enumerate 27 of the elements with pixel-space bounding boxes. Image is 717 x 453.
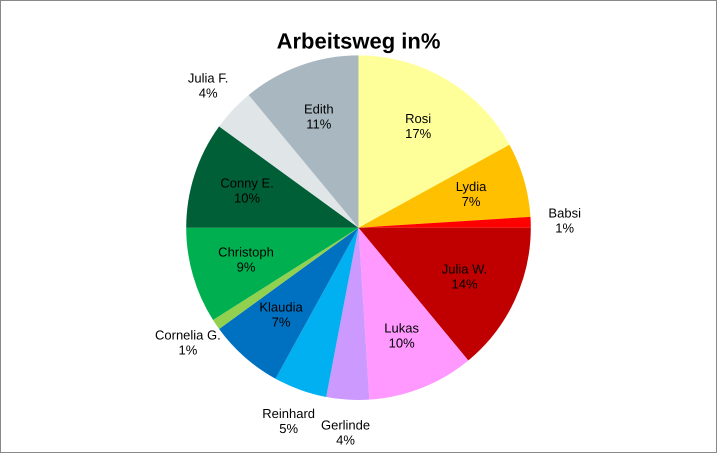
data-label: 4%: [336, 432, 356, 448]
data-label: 1%: [178, 342, 198, 358]
data-label: 10%: [388, 336, 416, 351]
data-label: 10%: [234, 190, 261, 206]
data-label: 11%: [306, 116, 332, 132]
slice-label: Lydia: [456, 179, 488, 194]
chart-title: Arbeitsweg in%: [276, 28, 440, 54]
slice-label: Christoph: [218, 244, 274, 260]
slice-label: Cornelia G.: [155, 328, 221, 343]
data-label: 14%: [452, 276, 478, 292]
data-label: 17%: [405, 126, 432, 141]
slice-label: Conny E.: [220, 176, 274, 191]
data-label: 7%: [272, 314, 291, 330]
slice-label: Julia F.: [188, 70, 228, 86]
data-label: 7%: [462, 194, 481, 210]
data-label: 9%: [236, 259, 256, 274]
data-label: 5%: [279, 420, 298, 436]
slice-label: Babsi: [548, 205, 582, 220]
data-label: 1%: [555, 220, 575, 236]
slice-label: Gerlinde: [320, 418, 370, 433]
slice-label: Klaudia: [259, 300, 304, 315]
slice-label: Lukas: [384, 320, 420, 336]
slice-label: Rosi: [405, 110, 432, 126]
slice-label: Edith: [304, 102, 334, 117]
slice-label: Julia W.: [442, 262, 488, 277]
data-label: 4%: [198, 86, 218, 101]
slice-label: Reinhard: [262, 406, 315, 421]
